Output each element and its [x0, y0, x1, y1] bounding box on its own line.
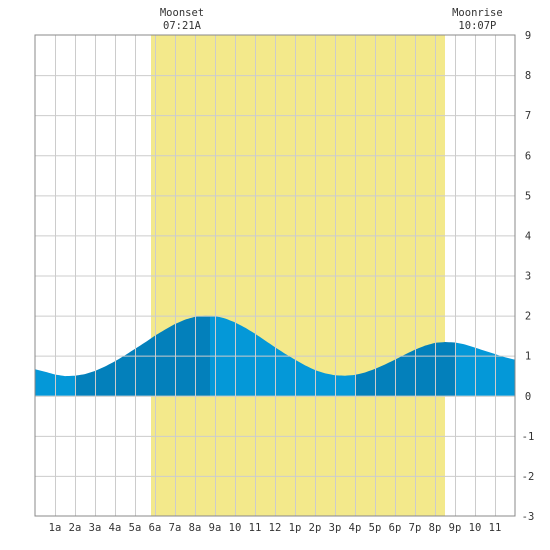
y-tick-label: 9: [525, 30, 531, 42]
x-tick-label: 7a: [169, 522, 182, 534]
x-tick-label: 8a: [189, 522, 202, 534]
x-tick-label: 8p: [429, 522, 442, 534]
x-tick-label: 4p: [349, 522, 362, 534]
y-tick-label: 6: [525, 150, 531, 162]
annotation-time: 10:07P: [458, 20, 496, 32]
x-tick-label: 3a: [89, 522, 102, 534]
annotation-title: Moonset: [160, 7, 204, 19]
y-tick-label: 0: [525, 391, 531, 403]
annotation-time: 07:21A: [163, 20, 202, 32]
x-tick-label: 1p: [289, 522, 302, 534]
y-tick-label: -2: [522, 471, 535, 483]
x-tick-label: 10: [229, 522, 242, 534]
x-tick-label: 5a: [129, 522, 142, 534]
x-tick-label: 2a: [69, 522, 82, 534]
tide-band-4: [355, 342, 455, 396]
y-axis-ticks: -3 -2 -1 0 1 2 3 4 5 6 7 8 9: [522, 30, 535, 523]
x-tick-label: 11: [249, 522, 262, 534]
y-tick-label: 8: [525, 70, 531, 82]
x-tick-label: 6p: [389, 522, 402, 534]
x-axis-ticks: 1a 2a 3a 4a 5a 6a 7a 8a 9a 10 11 12 1p 2p 3p 4p 5p 6p 7p 8p…: [49, 522, 502, 534]
y-tick-label: 2: [525, 311, 531, 323]
x-tick-label: 11: [489, 522, 502, 534]
x-tick-label: 3p: [329, 522, 342, 534]
x-tick-label: 6a: [149, 522, 162, 534]
x-tick-label: 4a: [109, 522, 122, 534]
grid-lines: [35, 35, 515, 516]
x-tick-label: 1a: [49, 522, 62, 534]
x-tick-label: 10: [469, 522, 482, 534]
x-tick-label: 9a: [209, 522, 222, 534]
x-tick-label: 7p: [409, 522, 422, 534]
x-tick-label: 2p: [309, 522, 322, 534]
y-tick-label: 1: [525, 351, 531, 363]
y-tick-label: -3: [522, 511, 535, 523]
plot-border: [34, 34, 516, 517]
x-tick-label: 9p: [449, 522, 462, 534]
x-tick-label: 5p: [369, 522, 382, 534]
y-tick-label: 3: [525, 271, 531, 283]
x-tick-label: 12: [269, 522, 282, 534]
y-tick-label: 5: [525, 190, 531, 202]
y-tick-label: 7: [525, 110, 531, 122]
annotation-title: Moonrise: [452, 7, 503, 19]
y-tick-label: 4: [525, 230, 531, 242]
y-tick-label: -1: [522, 431, 535, 443]
